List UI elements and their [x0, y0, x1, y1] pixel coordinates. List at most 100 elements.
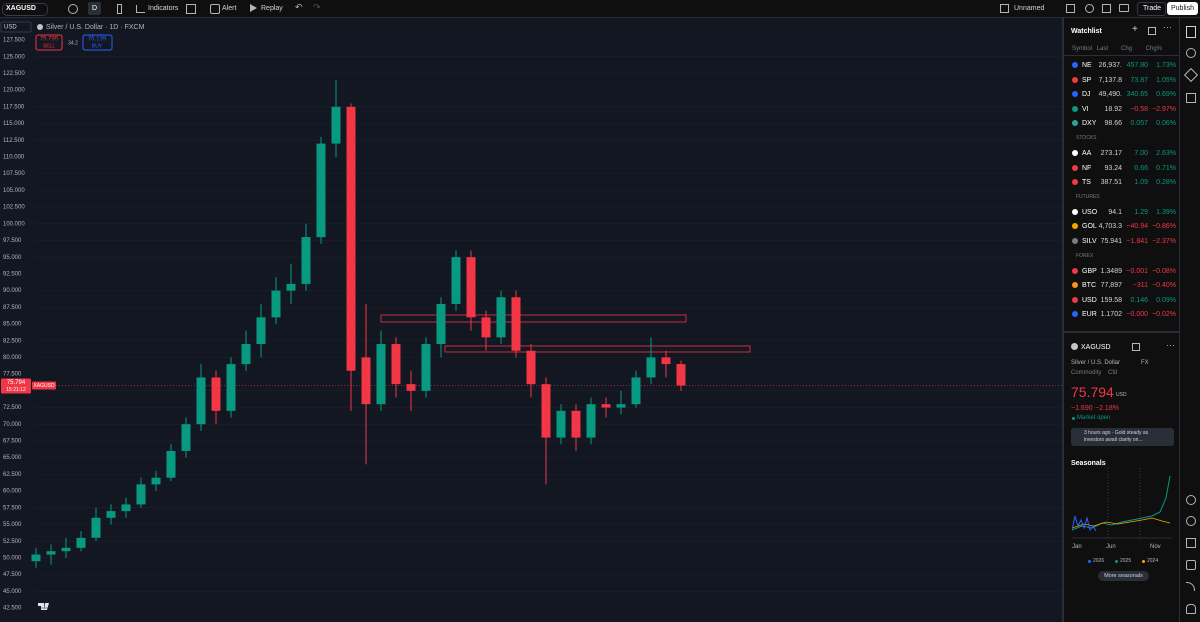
row-change[interactable]: 0.66: [1134, 164, 1148, 172]
section-header[interactable]: STOCKS: [1076, 135, 1097, 141]
row-symbol[interactable]: TS: [1082, 179, 1091, 187]
row-last[interactable]: 77,897: [1100, 282, 1122, 290]
row-last[interactable]: 75.941: [1100, 238, 1122, 245]
row-change-pct[interactable]: −2.97%: [1152, 105, 1176, 113]
watchlist-tab[interactable]: [1186, 26, 1196, 38]
row-symbol[interactable]: USD: [1082, 296, 1097, 304]
news-tab[interactable]: [1186, 93, 1196, 103]
row-last[interactable]: 1.3489: [1100, 267, 1122, 275]
row-last[interactable]: 49,490.: [1098, 91, 1122, 99]
row-change[interactable]: 340.65: [1126, 91, 1148, 99]
row-change-pct[interactable]: −0.02%: [1152, 311, 1176, 319]
notifications-tab[interactable]: [1186, 604, 1196, 614]
row-change-pct[interactable]: −0.08%: [1152, 267, 1176, 275]
row-symbol[interactable]: SILV: [1082, 238, 1097, 245]
row-symbol[interactable]: VI: [1082, 105, 1089, 113]
detail-actions[interactable]: [1132, 343, 1140, 351]
row-change-pct[interactable]: 1.73%: [1156, 62, 1176, 69]
add-symbol[interactable]: +: [1132, 24, 1138, 35]
row-change-pct[interactable]: 0.06%: [1156, 120, 1176, 128]
row-change-pct[interactable]: 0.28%: [1156, 179, 1176, 187]
currency-box[interactable]: [0, 21, 32, 33]
row-change-pct[interactable]: −0.40%: [1152, 282, 1176, 290]
row-last[interactable]: 4,703.3: [1098, 223, 1122, 231]
publish-button[interactable]: Publish: [1171, 5, 1194, 12]
compare-button[interactable]: [68, 4, 78, 14]
row-symbol[interactable]: EUR: [1082, 311, 1097, 319]
row-symbol[interactable]: DXY: [1082, 120, 1097, 128]
row-last[interactable]: 1.1702: [1100, 311, 1122, 319]
row-change-pct[interactable]: −0.86%: [1152, 223, 1176, 231]
layouts-button[interactable]: [186, 4, 196, 14]
row-change[interactable]: −40.94: [1126, 223, 1148, 231]
row-change-pct[interactable]: 1.39%: [1156, 208, 1176, 216]
row-last[interactable]: 94.1: [1108, 208, 1122, 216]
sell-button[interactable]: [35, 34, 63, 51]
row-symbol[interactable]: USO: [1082, 208, 1098, 216]
redo-button[interactable]: ↷: [313, 2, 321, 12]
publish-box[interactable]: [1167, 2, 1198, 15]
row-change-pct[interactable]: −2.37%: [1152, 238, 1176, 245]
row-last[interactable]: 159.58: [1100, 296, 1122, 304]
row-change-pct[interactable]: 0.69%: [1156, 91, 1176, 99]
buy-price[interactable]: 76.139: [88, 37, 107, 43]
row-change[interactable]: 1.29: [1134, 208, 1148, 216]
chart-type-button[interactable]: [117, 4, 122, 14]
settings[interactable]: [1085, 4, 1094, 13]
row-change[interactable]: 7.00: [1134, 150, 1148, 157]
section-header[interactable]: FOREX: [1076, 252, 1094, 259]
help-tab[interactable]: [1186, 516, 1196, 526]
undo-button[interactable]: ↶: [295, 2, 303, 12]
snapshot[interactable]: [1119, 4, 1129, 12]
section-header[interactable]: FUTURES: [1076, 193, 1100, 200]
row-change[interactable]: 457.80: [1126, 62, 1148, 69]
more-seasonals-box[interactable]: [1098, 571, 1149, 581]
interval-box[interactable]: [88, 2, 101, 15]
row-change[interactable]: −0.001: [1126, 267, 1148, 275]
detail-more[interactable]: ···: [1166, 340, 1175, 350]
more-seasonals[interactable]: More seasonals: [1104, 573, 1143, 579]
row-last[interactable]: 26,937.: [1098, 62, 1122, 69]
currency[interactable]: USD: [4, 25, 17, 31]
indicators-button[interactable]: Indicators: [148, 5, 179, 12]
layers-tab[interactable]: [1183, 67, 1199, 83]
fullscreen[interactable]: [1102, 4, 1111, 13]
quick-search[interactable]: [1066, 4, 1075, 13]
row-change[interactable]: 73.87: [1130, 76, 1148, 84]
row-symbol[interactable]: NE: [1082, 62, 1092, 69]
interval[interactable]: D: [92, 5, 98, 12]
alerts-tab[interactable]: [1186, 48, 1196, 58]
replay-button[interactable]: Replay: [261, 5, 283, 12]
row-symbol[interactable]: BTC: [1082, 282, 1096, 290]
row-last[interactable]: 98.66: [1104, 120, 1122, 128]
row-symbol[interactable]: NF: [1082, 164, 1092, 172]
row-change[interactable]: 1.09: [1134, 179, 1148, 187]
chat-tab[interactable]: [1186, 560, 1196, 570]
trade-box[interactable]: [1137, 2, 1166, 16]
row-last[interactable]: 273.17: [1100, 150, 1122, 157]
alert-button[interactable]: Alert: [222, 5, 237, 12]
symbol[interactable]: XAGUSD: [6, 5, 36, 12]
sell-price[interactable]: 75.795: [40, 37, 59, 43]
row-change-pct[interactable]: 0.71%: [1156, 164, 1176, 172]
row-change[interactable]: −0.58: [1130, 105, 1148, 113]
row-change[interactable]: −0.000: [1126, 311, 1148, 319]
row-symbol[interactable]: SP: [1082, 76, 1092, 84]
row-change[interactable]: 0.146: [1130, 296, 1148, 304]
watchlist-title[interactable]: Watchlist: [1071, 28, 1102, 35]
trade-button[interactable]: Trade: [1143, 5, 1162, 12]
pulse-tab[interactable]: [1186, 495, 1196, 505]
row-change[interactable]: −311: [1132, 282, 1148, 290]
buy-button[interactable]: [82, 34, 113, 51]
stream-tab[interactable]: [1186, 582, 1195, 591]
sell-label[interactable]: SELL: [43, 43, 55, 49]
row-symbol[interactable]: AA: [1082, 150, 1092, 157]
layout-name[interactable]: Unnamed: [1014, 5, 1045, 12]
watchlist-menu[interactable]: [1148, 27, 1156, 35]
row-last[interactable]: 18.92: [1104, 105, 1122, 113]
watchlist-more[interactable]: ···: [1163, 22, 1172, 32]
news-box[interactable]: [1071, 428, 1174, 446]
row-change[interactable]: −1.841: [1126, 238, 1148, 245]
row-change[interactable]: 0.057: [1130, 120, 1148, 128]
row-change-pct[interactable]: 2.63%: [1156, 150, 1176, 157]
